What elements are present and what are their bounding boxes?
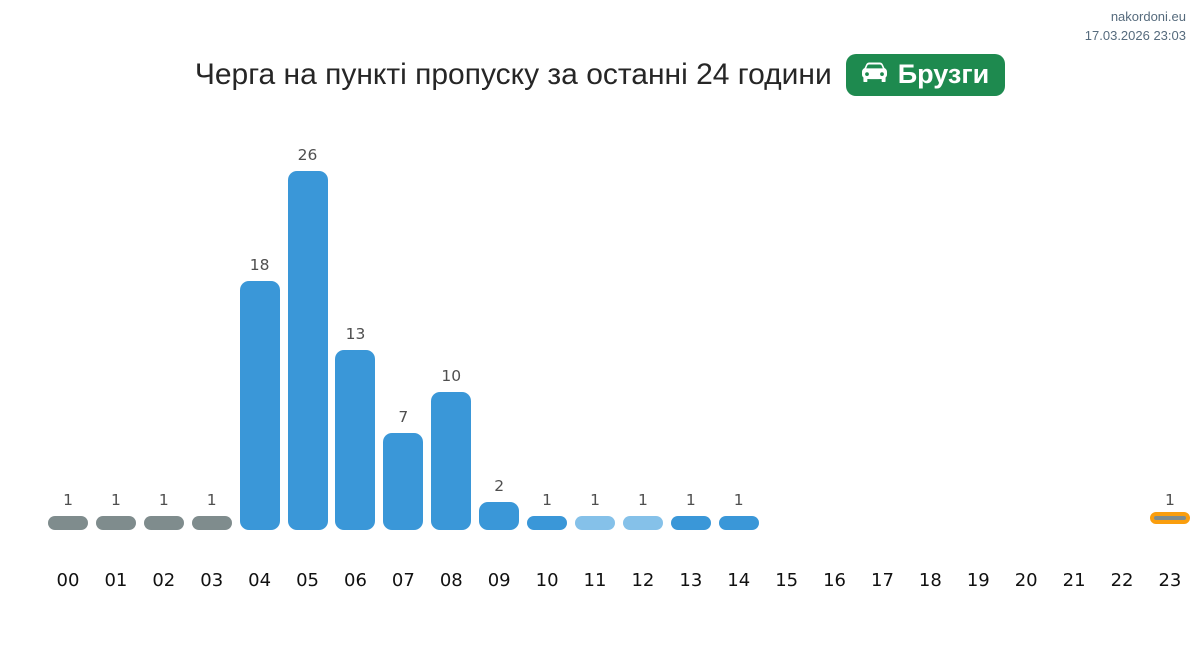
x-tick-label-23: 23 [1158,570,1182,591]
bar-value-label-08: 10 [441,367,462,385]
x-tick-label-07: 07 [391,570,415,591]
x-tick-label-02: 02 [152,570,176,591]
bar-value-label-05: 26 [297,146,318,164]
bar-hour-06[interactable] [335,350,376,530]
bar-value-label-07: 7 [398,408,409,426]
bar-value-label-13: 1 [685,491,696,509]
bar-hour-23[interactable] [1149,512,1190,524]
site-name: nakordoni.eu [1110,9,1186,24]
bar-value-label-14: 1 [733,491,744,509]
x-tick-label-09: 09 [487,570,511,591]
bar-value-label-02: 1 [158,491,169,509]
x-tick-label-03: 03 [200,570,224,591]
bar-hour-09[interactable] [479,502,520,530]
bar-hour-11[interactable] [575,516,615,530]
bar-hour-10[interactable] [527,516,568,530]
x-tick-label-15: 15 [775,570,799,591]
chart-title: Черга на пункті пропуску за останні 24 г… [194,58,832,91]
bar-value-label-10: 1 [542,491,553,509]
bar-hour-13[interactable] [670,516,711,530]
bar-hour-05[interactable] [287,171,328,530]
bar-value-label-01: 1 [110,491,121,509]
x-tick-label-08: 08 [439,570,463,591]
x-tick-label-18: 18 [918,570,942,591]
x-tick-label-11: 11 [583,570,607,591]
bar-hour-12[interactable] [622,516,663,530]
timestamp: 17.03.2026 23:03 [1084,27,1186,43]
bar-hour-02[interactable] [143,516,184,530]
x-tick-label-12: 12 [631,570,655,591]
x-tick-label-06: 06 [344,570,367,591]
bar-value-label-03: 1 [206,491,217,509]
x-tick-label-05: 05 [296,570,319,591]
bar-value-label-12: 1 [637,491,648,509]
x-tick-label-20: 20 [1014,570,1038,591]
x-tick-label-22: 22 [1110,570,1134,591]
car-front-icon [861,62,887,82]
bar-value-label-09: 2 [494,477,505,495]
x-tick-label-13: 13 [679,570,703,591]
x-tick-label-19: 19 [966,570,990,591]
bar-hour-03[interactable] [191,516,232,530]
bar-value-label-04: 18 [249,256,270,274]
bar-hour-00[interactable] [48,516,88,530]
bar-value-label-00: 1 [63,491,73,509]
bar-hour-07[interactable] [383,433,424,530]
x-tick-label-10: 10 [535,570,559,591]
bar-hour-14[interactable] [718,516,759,530]
bar-value-label-11: 1 [590,491,600,509]
bar-hour-08[interactable] [431,392,472,530]
x-tick-label-00: 00 [56,570,80,591]
crossing-badge[interactable]: Брузги [845,54,1006,96]
x-tick-label-01: 01 [104,570,128,591]
x-tick-label-04: 04 [248,570,272,591]
bar-value-label-23: 1 [1164,491,1175,509]
x-tick-label-21: 21 [1062,570,1086,591]
bar-value-label-06: 13 [345,325,366,343]
bar-hour-04[interactable] [239,281,280,530]
bar-hour-01[interactable] [95,516,136,530]
crossing-badge-label: Брузги [897,59,990,89]
title-row: Черга на пункті пропуску за останні 24 г… [0,54,1200,96]
x-tick-label-17: 17 [871,570,894,591]
header-meta: nakordoni.eu 17.03.2026 23:03 [1085,8,1186,46]
x-tick-label-16: 16 [823,570,846,591]
x-tick-label-14: 14 [727,570,751,591]
